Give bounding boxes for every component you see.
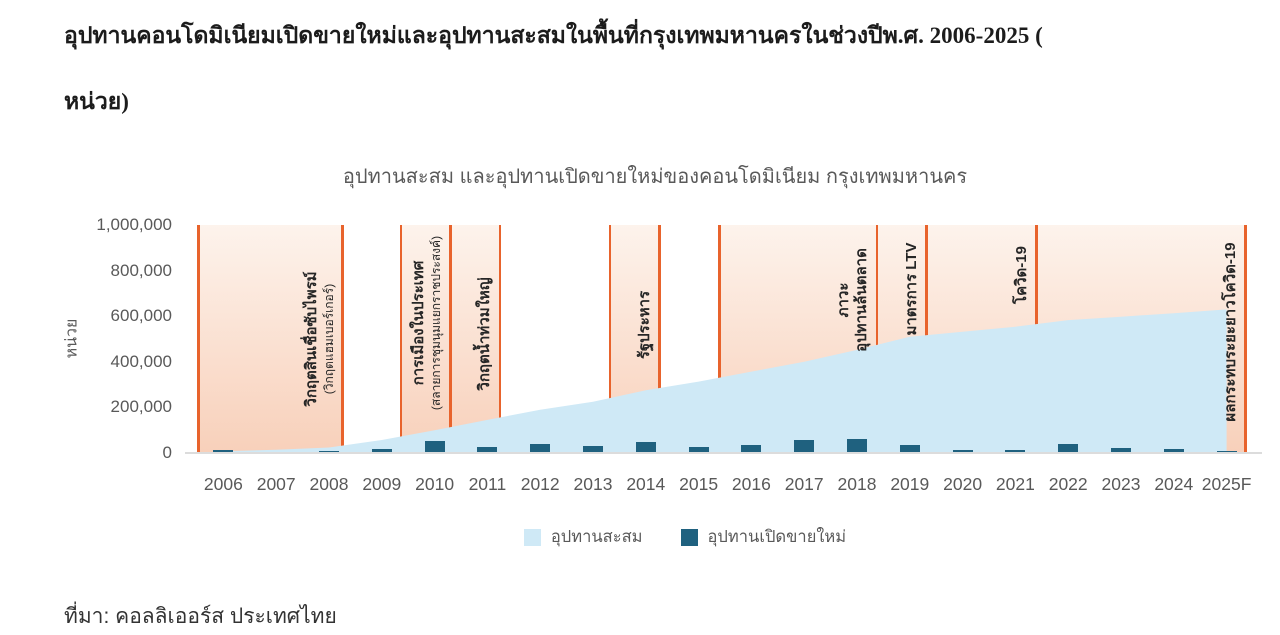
- new-supply-bar: [1005, 450, 1026, 453]
- event-line: [658, 225, 661, 453]
- event-line: [875, 225, 879, 453]
- x-tick-label: 2012: [520, 474, 560, 494]
- annotation-label: การเมืองในประเทศ (สลายการชุมนุมแยกราชประส…: [410, 236, 444, 410]
- annotation-main-text: โควิด-19: [1012, 246, 1030, 305]
- x-tick-label: 2010: [415, 474, 455, 494]
- x-tick-label: 2006: [203, 474, 243, 494]
- legend: อุปทานสะสม อุปทานเปิดขายใหม่: [100, 524, 1270, 550]
- annotation-label: โควิด-19: [1013, 246, 1031, 304]
- new-supply-bar: [741, 445, 762, 453]
- event-line: [1244, 225, 1247, 453]
- event-line: [341, 225, 344, 453]
- annotation-main-text: วิกฤตสินเชื่อซับไพรม์: [302, 271, 320, 407]
- page-title-line1: อุปทานคอนโดมิเนียมเปิดขายใหม่และอุปทานสะ…: [64, 23, 1043, 48]
- x-axis-ticks: 2006 2007 2008 2009 2010 2011 2012 2013 2014 2015…: [197, 474, 1253, 500]
- x-tick-label: 2025F: [1201, 474, 1252, 494]
- new-supply-bar: [1058, 444, 1079, 453]
- page-title-line2: หน่วย): [64, 89, 129, 114]
- legend-swatch: [680, 528, 698, 546]
- new-supply-bar: [847, 438, 867, 453]
- legend-label: อุปทานเปิดขายใหม่: [707, 528, 847, 546]
- x-tick-label: 2013: [573, 474, 613, 494]
- new-supply-bar: [688, 447, 709, 453]
- legend-item: อุปทานเปิดขายใหม่: [680, 524, 847, 550]
- x-tick-label: 2011: [468, 474, 507, 494]
- legend-label: อุปทานสะสม: [550, 528, 643, 546]
- x-tick-label: 2021: [995, 474, 1035, 494]
- event-band: [450, 225, 501, 453]
- annotation-main-text: วิกฤตน้ำท่วมใหญ่: [476, 277, 494, 392]
- y-tick-label: 600,000: [110, 306, 172, 326]
- new-supply-bar: [213, 450, 234, 453]
- x-tick-label: 2016: [731, 474, 771, 494]
- x-tick-label: 2008: [309, 474, 349, 494]
- annotation-label: มาตรการ LTV: [903, 242, 921, 335]
- x-tick-label: 2017: [784, 474, 824, 494]
- new-supply-bar: [794, 440, 815, 453]
- annotation-label: วิกฤตน้ำท่วมใหญ่: [476, 278, 494, 391]
- new-supply-bar: [899, 444, 920, 453]
- legend-swatch: [523, 528, 541, 546]
- y-tick-label: 0: [162, 443, 172, 462]
- x-tick-label: 2022: [1048, 474, 1088, 494]
- chart-title: อุปทานสะสม และอุปทานเปิดขายใหม่ของคอนโดม…: [342, 166, 968, 188]
- annotation-main-text: มาตรการ LTV: [902, 242, 920, 336]
- x-axis-line: [185, 452, 1262, 454]
- annotation-label: ภาวะ อุปทานล้นตลาด: [835, 248, 871, 352]
- annotation-main-text: ผลกระทบระยะยาวโควิด-19: [1221, 242, 1239, 422]
- new-supply-bar: [424, 441, 445, 453]
- plot-area: วิกฤตสินเชื่อซับไพรม์ (วิกฤตแฮมเบอร์เกอร์…: [197, 225, 1253, 453]
- new-supply-bar: [477, 447, 498, 453]
- annotation-label: รัฐประหาร: [636, 291, 654, 359]
- new-supply-bar: [530, 443, 551, 453]
- event-line: [399, 225, 403, 453]
- event-band: [400, 225, 451, 453]
- event-line: [449, 225, 452, 453]
- cumulative-supply-area: [223, 309, 1227, 453]
- x-tick-label: 2014: [626, 474, 666, 494]
- annotation-label: วิกฤตสินเชื่อซับไพรม์ (วิกฤตแฮมเบอร์เกอร์…: [303, 271, 337, 406]
- annotation-label: ผลกระทบระยะยาวโควิด-19: [1222, 243, 1240, 422]
- annotation-main-text: รัฐประหาร: [635, 291, 653, 360]
- x-tick-label: 2020: [943, 474, 983, 494]
- event-line: [718, 225, 721, 453]
- new-supply-bar: [1163, 448, 1184, 453]
- x-tick-label: 2024: [1154, 474, 1194, 494]
- legend-item: อุปทานสะสม: [523, 524, 643, 550]
- y-tick-label: 800,000: [110, 260, 172, 280]
- event-line: [608, 225, 612, 453]
- new-supply-bar: [952, 450, 973, 453]
- new-supply-bar: [1216, 450, 1237, 453]
- y-axis-ticks: 1,000,000 800,000 600,000 400,000 200,000 0: [60, 216, 172, 462]
- annotation-main-text: ภาวะ: [835, 282, 853, 318]
- event-band: [197, 225, 343, 453]
- x-tick-label: 2018: [837, 474, 877, 494]
- new-supply-bar: [371, 449, 392, 453]
- y-tick-label: 400,000: [110, 351, 172, 371]
- x-tick-label: 2015: [679, 474, 719, 494]
- annotation-main-text: อุปทานล้นตลาด: [853, 248, 871, 353]
- annotation-sub-text: (สลายการชุมนุมแยกราชประสงค์): [429, 235, 444, 411]
- x-tick-label: 2023: [1101, 474, 1141, 494]
- annotation-main-text: การเมืองในประเทศ: [410, 260, 428, 386]
- y-tick-label: 1,000,000: [96, 215, 172, 234]
- annotation-sub-text: (วิกฤตแฮมเบอร์เกอร์): [321, 283, 336, 395]
- new-supply-bar: [1111, 448, 1131, 453]
- x-tick-label: 2007: [256, 474, 296, 494]
- new-supply-bar: [583, 445, 603, 453]
- event-line: [498, 225, 502, 453]
- new-supply-bar: [635, 442, 656, 453]
- y-tick-label: 200,000: [110, 397, 172, 417]
- event-line: [197, 225, 200, 453]
- x-tick-label: 2009: [362, 474, 402, 494]
- source-text: ที่มา: คอลลิเออร์ส ประเทศไทย: [64, 605, 337, 628]
- x-tick-label: 2019: [890, 474, 930, 494]
